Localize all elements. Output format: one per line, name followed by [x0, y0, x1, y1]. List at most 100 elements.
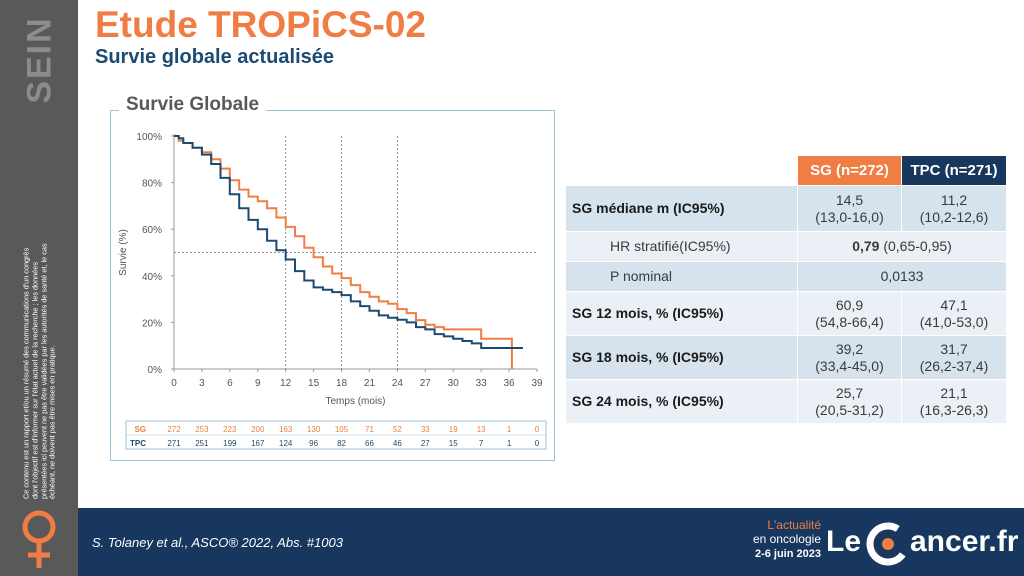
- tpc-cell: 47,1 (41,0-53,0): [901, 291, 1007, 336]
- tpc-ci: (10,2-12,6): [919, 208, 989, 225]
- female-symbol-icon: [22, 510, 56, 568]
- risk-value: 1: [507, 439, 512, 448]
- sg-cell: 14,5 (13,0-16,0): [797, 185, 902, 232]
- risk-value: 0: [535, 439, 540, 448]
- row-label: SG 24 mois, % (IC95%): [565, 379, 798, 424]
- tpc-cell: 31,7 (26,2-37,4): [901, 335, 1007, 380]
- y-tick-label: 0%: [148, 365, 163, 376]
- disclaimer: Ce contenu est un rapport et/ou un résum…: [10, 240, 70, 500]
- y-tick-label: 100%: [136, 132, 162, 143]
- tpc-cell: 11,2 (10,2-12,6): [901, 185, 1007, 232]
- x-tick-label: 36: [504, 378, 516, 389]
- chart-title: Survie Globale: [119, 94, 267, 116]
- sg-cell: 39,2 (33,4-45,0): [797, 335, 902, 380]
- risk-value: 27: [421, 439, 430, 448]
- citation: S. Tolaney et al., ASCO® 2022, Abs. #100…: [92, 535, 343, 550]
- row-label: P nominal: [565, 261, 798, 292]
- risk-value: 223: [223, 425, 237, 434]
- disclaimer-text: Ce contenu est un rapport et/ou un résum…: [21, 243, 57, 499]
- tpc-value: 11,2: [940, 191, 968, 208]
- page-title: Etude TROPiCS-02: [95, 4, 426, 45]
- risk-value: 66: [365, 439, 374, 448]
- sg-ci: (13,0-16,0): [815, 208, 884, 225]
- sidebar: SEIN Ce contenu est un rapport et/ou un …: [0, 0, 78, 576]
- risk-row-label: TPC: [130, 439, 146, 448]
- x-tick-label: 18: [336, 378, 348, 389]
- risk-value: 271: [167, 439, 181, 448]
- sg-ci: (33,4-45,0): [815, 357, 884, 374]
- table-row: P nominal 0,0133: [565, 261, 1007, 292]
- section-label-text: SEIN: [20, 16, 59, 104]
- series-line-tpc: [174, 135, 523, 349]
- tpc-ci: (41,0-53,0): [919, 313, 989, 330]
- x-tick-label: 33: [476, 378, 488, 389]
- tpc-cell: 21,1 (16,3-26,3): [901, 379, 1007, 424]
- event-date: 2-6 juin 2023: [754, 548, 821, 560]
- risk-value: 0: [535, 425, 540, 434]
- chart-panel: [110, 110, 555, 461]
- risk-value: 52: [393, 425, 402, 434]
- risk-value: 19: [449, 425, 458, 434]
- sg-value: 60,9: [835, 296, 864, 313]
- y-tick-label: 80%: [142, 179, 162, 190]
- risk-value: 71: [365, 425, 374, 434]
- table-row: SG 18 mois, % (IC95%) 39,2 (33,4-45,0) 31…: [565, 335, 1007, 380]
- risk-value: 130: [307, 425, 321, 434]
- table-row: SG 12 mois, % (IC95%) 60,9 (54,8-66,4) 47…: [565, 291, 1007, 336]
- x-tick-label: 3: [199, 378, 205, 389]
- risk-value: 96: [309, 439, 318, 448]
- x-tick-label: 15: [308, 378, 320, 389]
- table-header-sg: SG (n=272): [797, 155, 902, 186]
- risk-value: 33: [421, 425, 430, 434]
- x-tick-label: 0: [171, 378, 177, 389]
- sg-ci: (54,8-66,4): [815, 313, 884, 330]
- footer: S. Tolaney et al., ASCO® 2022, Abs. #100…: [78, 508, 1024, 576]
- p-value-cell: 0,0133: [797, 261, 1007, 292]
- hr-ci: (0,65-0,95): [883, 238, 952, 254]
- x-tick-label: 21: [364, 378, 376, 389]
- x-tick-label: 24: [392, 378, 404, 389]
- risk-value: 251: [195, 439, 209, 448]
- risk-value: 15: [449, 439, 458, 448]
- row-label: SG 12 mois, % (IC95%): [565, 291, 798, 336]
- risk-value: 200: [251, 425, 265, 434]
- table-header-empty: [565, 155, 798, 186]
- x-axis-label: Temps (mois): [325, 396, 385, 407]
- event-line2: en oncologie: [752, 532, 821, 546]
- risk-value: 7: [479, 439, 484, 448]
- section-label: SEIN: [18, 16, 62, 103]
- risk-value: 82: [337, 439, 346, 448]
- risk-value: 272: [167, 425, 181, 434]
- tpc-value: 21,1: [940, 384, 968, 401]
- x-tick-label: 9: [255, 378, 261, 389]
- page-subtitle: Survie globale actualisée: [95, 46, 334, 68]
- event-line1: L'actualité: [767, 518, 821, 532]
- hr-value: 0,79: [852, 238, 880, 254]
- survival-chart: 0%20%40%60%80%100%0 3 6 9 12 15 18 21 24 27 30 33 36…: [118, 132, 547, 450]
- tpc-ci: (16,3-26,3): [919, 401, 989, 418]
- risk-value: 199: [223, 439, 237, 448]
- table-header-tpc: TPC (n=271): [901, 155, 1007, 186]
- sg-value: 39,2: [835, 340, 864, 357]
- x-tick-label: 39: [531, 378, 543, 389]
- x-tick-label: 27: [420, 378, 432, 389]
- risk-value: 124: [279, 439, 293, 448]
- x-tick-label: 30: [448, 378, 460, 389]
- risk-value: 1: [507, 425, 512, 434]
- results-table: SG (n=272) TPC (n=271) SG médiane m (IC9…: [565, 155, 1007, 424]
- sg-ci: (20,5-31,2): [815, 401, 884, 418]
- brand-c-icon: [866, 522, 910, 566]
- risk-row-label: SG: [134, 425, 146, 434]
- sg-cell: 25,7 (20,5-31,2): [797, 379, 902, 424]
- row-label: SG 18 mois, % (IC95%): [565, 335, 798, 380]
- brand-le: Le: [826, 525, 862, 558]
- y-tick-label: 20%: [142, 318, 162, 329]
- risk-value: 105: [335, 425, 349, 434]
- tpc-ci: (26,2-37,4): [919, 357, 989, 374]
- sg-cell: 60,9 (54,8-66,4): [797, 291, 902, 336]
- risk-value: 13: [477, 425, 486, 434]
- tpc-value: 31,7: [940, 340, 968, 357]
- y-axis-label: Survie (%): [118, 229, 129, 276]
- brand-logo[interactable]: Le ancer.fr: [826, 522, 1018, 566]
- y-tick-label: 40%: [142, 272, 162, 283]
